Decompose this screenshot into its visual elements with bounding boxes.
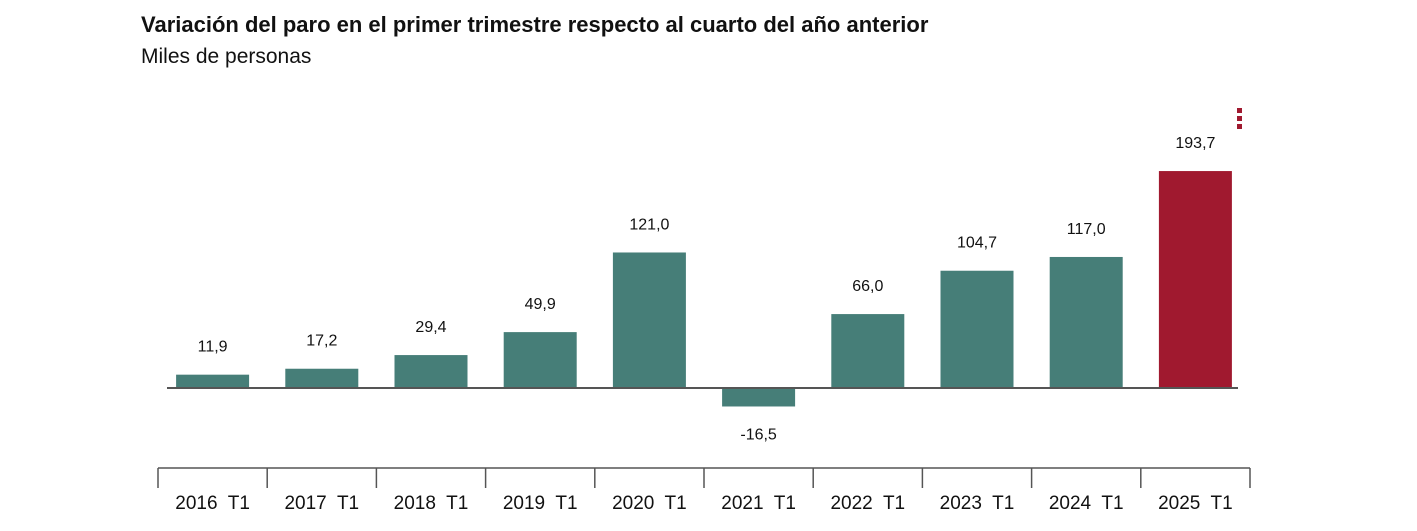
x-tick-label: 2019 T1 xyxy=(503,493,578,514)
data-label: 49,9 xyxy=(525,296,556,313)
data-label: -16,5 xyxy=(740,426,777,443)
x-tick-label: 2024 T1 xyxy=(1049,493,1124,514)
bar xyxy=(503,332,577,388)
x-tick-label: 2025 T1 xyxy=(1158,493,1233,514)
chart-subtitle: Miles de personas xyxy=(141,45,312,68)
x-tick-label: 2018 T1 xyxy=(394,493,469,514)
data-label: 104,7 xyxy=(957,235,997,252)
x-tick-label: 2017 T1 xyxy=(284,493,359,514)
data-label: 17,2 xyxy=(306,333,337,350)
x-tick-label: 2020 T1 xyxy=(612,493,687,514)
x-tick-label: 2023 T1 xyxy=(940,493,1015,514)
bar xyxy=(1158,171,1232,388)
chart-title: Variación del paro en el primer trimestr… xyxy=(141,12,929,37)
data-label: 66,0 xyxy=(852,278,883,295)
bar xyxy=(285,368,359,388)
bar xyxy=(1049,256,1123,388)
bar xyxy=(394,355,468,388)
data-label: 11,9 xyxy=(198,339,228,356)
data-label: 121,0 xyxy=(629,216,669,233)
bar xyxy=(176,374,250,388)
x-tick-label: 2016 T1 xyxy=(175,493,250,514)
data-label: 29,4 xyxy=(415,319,446,336)
bar xyxy=(940,270,1014,388)
data-label: 117,0 xyxy=(1067,221,1106,238)
bar xyxy=(722,388,796,407)
data-label: 193,7 xyxy=(1175,135,1215,152)
x-tick-label: 2022 T1 xyxy=(830,493,905,514)
vertical-dots-icon[interactable] xyxy=(1235,108,1245,134)
bar xyxy=(612,252,686,388)
bar xyxy=(831,314,905,388)
x-tick-label: 2021 T1 xyxy=(721,493,796,514)
